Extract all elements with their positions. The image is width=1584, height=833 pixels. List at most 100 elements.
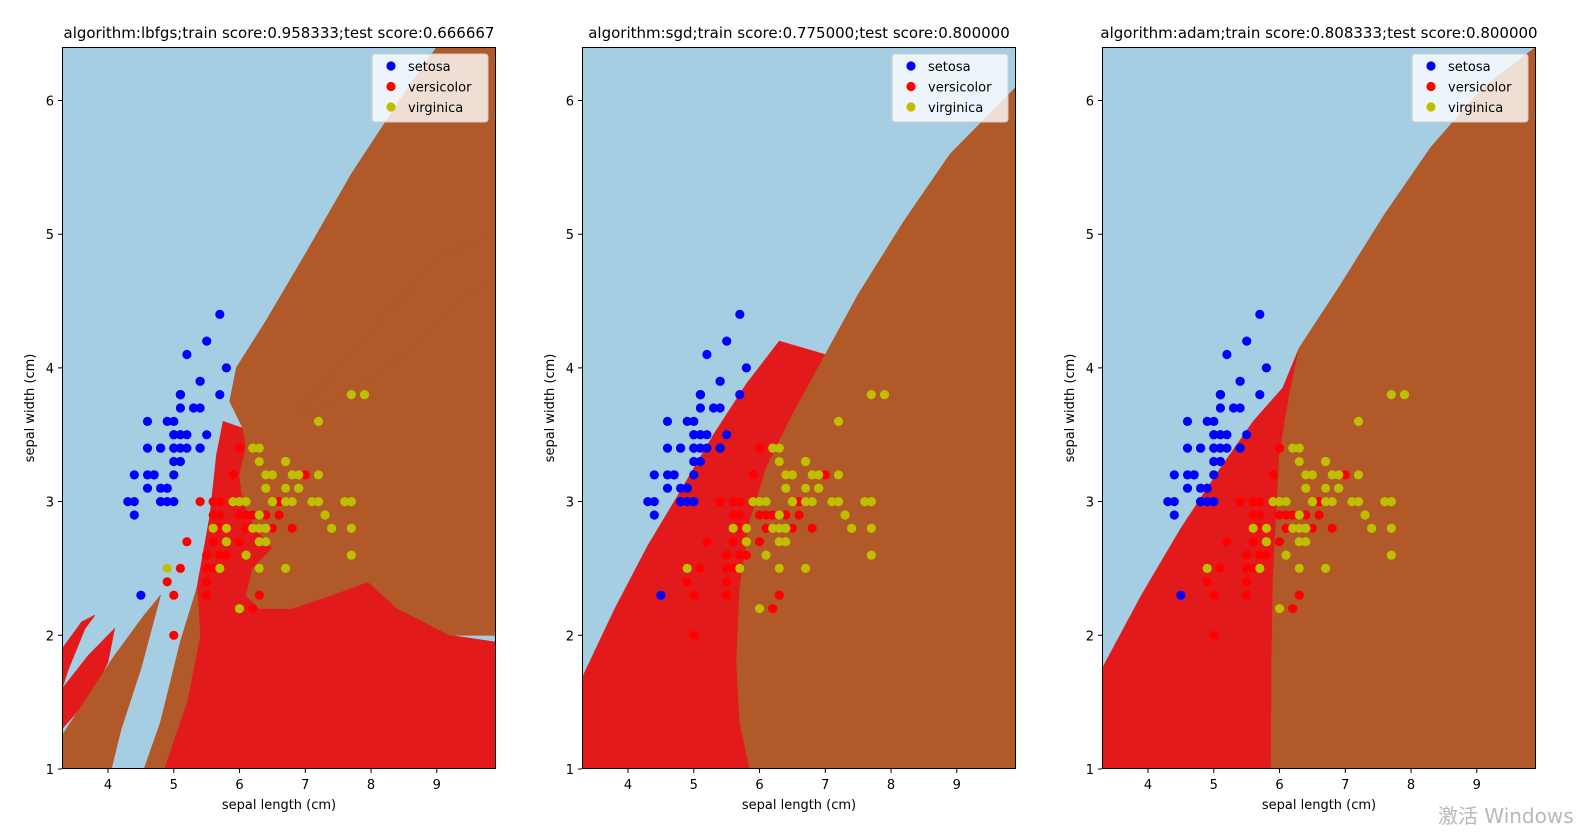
point-virginica: [261, 523, 271, 533]
legend-label-versicolor: versicolor: [408, 81, 472, 96]
x-tick-label: 5: [690, 778, 698, 793]
point-setosa: [188, 403, 199, 413]
point-setosa: [649, 470, 659, 480]
point-versicolor: [215, 497, 225, 507]
point-setosa: [715, 403, 725, 413]
axes-frame: [1102, 47, 1536, 769]
point-versicolor: [689, 590, 699, 600]
point-virginica: [1386, 390, 1396, 400]
point-virginica: [866, 550, 876, 560]
point-versicolor: [748, 470, 758, 480]
point-setosa: [1182, 470, 1193, 480]
point-setosa: [162, 497, 172, 507]
point-virginica: [768, 523, 778, 533]
point-setosa: [695, 430, 706, 440]
point-versicolor: [1274, 443, 1285, 453]
legend-label-virginica: virginica: [408, 101, 463, 116]
point-setosa: [142, 443, 153, 453]
y-tick-label: 3: [46, 496, 54, 511]
point-setosa: [689, 443, 699, 453]
x-tick-label: 9: [433, 778, 441, 793]
point-setosa: [695, 403, 706, 413]
point-versicolor: [248, 604, 258, 614]
point-versicolor: [195, 497, 205, 507]
point-setosa: [702, 430, 712, 440]
point-virginica: [1321, 456, 1331, 467]
legend-box: [1411, 53, 1529, 123]
point-virginica: [254, 523, 264, 533]
point-virginica: [741, 523, 752, 533]
point-setosa: [1169, 470, 1179, 480]
point-virginica: [1261, 523, 1271, 533]
point-versicolor: [228, 470, 238, 480]
point-setosa: [142, 470, 153, 480]
point-versicolor: [1222, 537, 1232, 547]
point-setosa: [689, 470, 699, 480]
point-versicolor: [768, 510, 778, 520]
y-tick-label: 2: [46, 629, 54, 644]
point-setosa: [1163, 497, 1173, 507]
x-tick-label: 8: [1407, 778, 1415, 793]
point-virginica: [814, 483, 824, 493]
legend-marker-setosa: [386, 61, 396, 71]
point-versicolor: [722, 577, 732, 587]
legend-marker-virginica: [906, 102, 916, 112]
point-setosa: [676, 443, 686, 453]
point-virginica: [1367, 523, 1377, 533]
point-virginica: [1301, 537, 1311, 547]
point-virginica: [774, 523, 784, 533]
point-virginica: [814, 470, 824, 480]
point-virginica: [228, 497, 238, 507]
chart-title: algorithm:adam;train score:0.808333;test…: [1100, 24, 1537, 42]
point-virginica: [234, 604, 245, 614]
y-tick-label: 3: [1086, 496, 1094, 511]
point-versicolor: [728, 510, 738, 520]
point-setosa: [649, 510, 659, 520]
x-tick-label: 9: [953, 778, 961, 793]
point-virginica: [860, 497, 870, 507]
point-versicolor: [215, 510, 225, 520]
point-setosa: [1202, 416, 1212, 426]
point-versicolor: [1242, 563, 1252, 574]
point-virginica: [1274, 604, 1285, 614]
y-tick-label: 4: [46, 362, 54, 377]
point-setosa: [1215, 443, 1225, 453]
point-versicolor: [695, 563, 706, 574]
point-setosa: [1228, 403, 1239, 413]
point-virginica: [313, 416, 324, 426]
point-setosa: [1196, 443, 1206, 453]
point-versicolor: [1242, 577, 1252, 587]
point-virginica: [1321, 497, 1331, 507]
point-virginica: [346, 550, 356, 560]
point-virginica: [241, 550, 251, 560]
point-versicolor: [689, 630, 699, 640]
point-setosa: [735, 390, 745, 400]
point-virginica: [281, 497, 291, 507]
point-virginica: [1294, 523, 1304, 533]
point-virginica: [254, 563, 264, 574]
point-setosa: [175, 390, 185, 400]
point-virginica: [1334, 470, 1344, 480]
point-setosa: [215, 390, 225, 400]
point-versicolor: [1248, 497, 1258, 507]
point-setosa: [1242, 336, 1252, 346]
point-setosa: [169, 456, 179, 467]
x-tick-label: 6: [235, 778, 243, 793]
point-virginica: [787, 497, 798, 507]
point-setosa: [142, 483, 153, 493]
point-virginica: [313, 470, 324, 480]
point-versicolor: [175, 563, 185, 574]
point-versicolor: [208, 510, 218, 520]
subplot-2: 4 5 6 7 8 9 1 2 3 4 5 6 algorithm:sgd;train score:0.…: [543, 24, 1016, 813]
point-versicolor: [1288, 604, 1298, 614]
point-versicolor: [1314, 510, 1324, 520]
point-setosa: [1176, 590, 1186, 600]
legend-marker-versicolor: [906, 81, 916, 92]
point-setosa: [689, 497, 699, 507]
point-virginica: [346, 523, 356, 533]
point-setosa: [1255, 309, 1265, 319]
point-virginica: [1248, 523, 1258, 533]
point-virginica: [1294, 510, 1304, 520]
point-virginica: [162, 563, 172, 574]
point-versicolor: [261, 510, 271, 520]
